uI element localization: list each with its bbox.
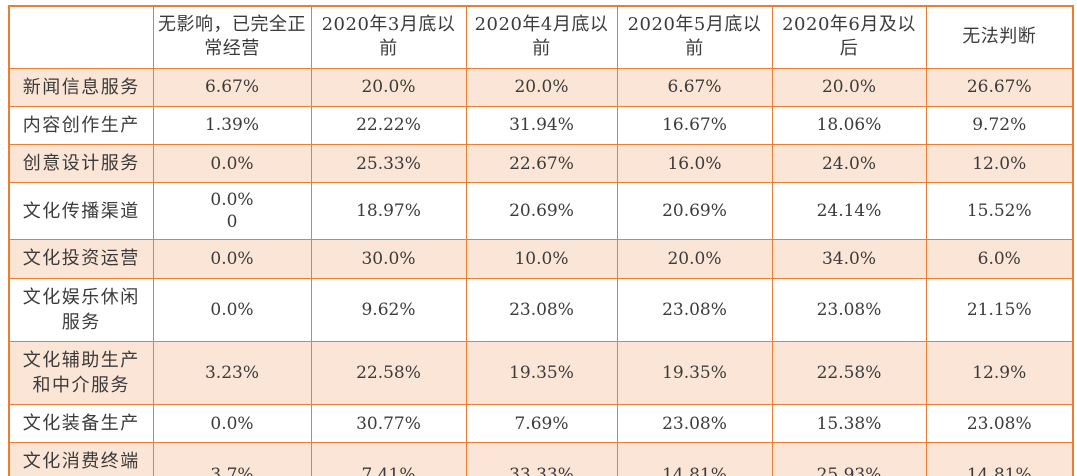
row-label: 文化消费终端生产 [8, 442, 154, 476]
value-cell: 0.0% [152, 404, 312, 444]
value-cell: 14.81% [616, 442, 773, 476]
table-row: 文化传播渠道 0.0% 0 18.97% 20.69% 20.69% 24.14% 15.5… [8, 182, 1074, 241]
value-cell: 19.35% [616, 340, 773, 406]
value-cell: 3.23% [152, 340, 312, 406]
value-cell: 0.0% [152, 143, 312, 184]
table-row: 文化娱乐休闲服务 0.0% 9.62% 23.08% 23.08% 23.08% 21.15… [8, 277, 1074, 342]
value-cell: 25.33% [310, 143, 467, 184]
table-row: 文化投资运营 0.0% 30.0% 10.0% 20.0% 34.0% 6.0% [8, 239, 1074, 279]
row-label: 文化装备生产 [8, 404, 154, 444]
value-cell: 12.0% [925, 143, 1074, 184]
table-row: 新闻信息服务 6.67% 20.0% 20.0% 6.67% 20.0% 26.67% [8, 67, 1074, 107]
value-cell: 34.0% [771, 239, 927, 279]
value-cell: 24.14% [771, 182, 927, 241]
row-label: 文化传播渠道 [8, 182, 154, 241]
value-cell: 16.0% [616, 143, 773, 184]
value-cell: 23.08% [616, 404, 773, 444]
table-row: 文化辅助生产和中介服务 3.23% 22.58% 19.35% 19.35% 22.58%… [8, 340, 1074, 406]
value-cell: 12.9% [925, 340, 1074, 406]
table-row: 创意设计服务 0.0% 25.33% 22.67% 16.0% 24.0% 12.0% [8, 143, 1074, 184]
table-row: 文化装备生产 0.0% 30.77% 7.69% 23.08% 15.38% 23.08% [8, 404, 1074, 444]
column-header: 2020年6月及以后 [771, 5, 927, 69]
column-header: 2020年3月底以前 [310, 5, 467, 69]
value-cell: 15.38% [771, 404, 927, 444]
value-cell: 25.93% [771, 442, 927, 476]
value-cell: 9.62% [310, 277, 467, 342]
corner-header-cell [8, 5, 154, 69]
value-cell: 1.39% [152, 105, 312, 145]
value-cell: 9.72% [925, 105, 1074, 145]
table-body: 新闻信息服务 6.67% 20.0% 20.0% 6.67% 20.0% 26.67% 内容创… [8, 67, 1074, 476]
value-cell: 23.08% [616, 277, 773, 342]
value-cell: 23.08% [465, 277, 618, 342]
table-row: 内容创作生产 1.39% 22.22% 31.94% 16.67% 18.06% 9.72% [8, 105, 1074, 145]
value-cell: 18.06% [771, 105, 927, 145]
value-cell: 0.0% [152, 277, 312, 342]
value-cell: 20.0% [616, 239, 773, 279]
value-cell: 20.0% [465, 67, 618, 107]
resumption-survey-table: 无影响，已完全正常经营 2020年3月底以前 2020年4月底以前 2020年5月底以… [8, 5, 1074, 476]
value-cell: 6.67% [152, 67, 312, 107]
column-header: 2020年4月底以前 [465, 5, 618, 69]
value-cell: 20.0% [310, 67, 467, 107]
value-cell: 33.33% [465, 442, 618, 476]
value-cell: 22.58% [310, 340, 467, 406]
value-cell: 22.67% [465, 143, 618, 184]
value-cell: 0.0% [152, 239, 312, 279]
value-cell: 6.67% [616, 67, 773, 107]
value-cell: 22.22% [310, 105, 467, 145]
row-label: 文化辅助生产和中介服务 [8, 340, 154, 406]
value-cell: 18.97% [310, 182, 467, 241]
value-cell: 21.15% [925, 277, 1074, 342]
row-label: 文化投资运营 [8, 239, 154, 279]
table-header-row: 无影响，已完全正常经营 2020年3月底以前 2020年4月底以前 2020年5月底以… [8, 5, 1074, 69]
value-cell: 7.41% [310, 442, 467, 476]
column-header: 2020年5月底以前 [616, 5, 773, 69]
value-cell: 3.7% [152, 442, 312, 476]
value-cell: 20.69% [465, 182, 618, 241]
value-cell: 24.0% [771, 143, 927, 184]
table-row: 文化消费终端生产3.7%7.41%33.33%14.81%25.93%14.81… [8, 442, 1074, 476]
value-cell: 20.0% [771, 67, 927, 107]
value-cell: 16.67% [616, 105, 773, 145]
value-cell: 22.58% [771, 340, 927, 406]
value-cell: 19.35% [465, 340, 618, 406]
row-label: 内容创作生产 [8, 105, 154, 145]
value-cell: 31.94% [465, 105, 618, 145]
value-cell: 20.69% [616, 182, 773, 241]
value-cell: 15.52% [925, 182, 1074, 241]
row-label: 创意设计服务 [8, 143, 154, 184]
row-label: 文化娱乐休闲服务 [8, 277, 154, 342]
value-cell: 0.0% 0 [152, 182, 312, 241]
value-cell: 6.0% [925, 239, 1074, 279]
value-cell: 14.81% [925, 442, 1074, 476]
column-header: 无影响，已完全正常经营 [152, 5, 312, 69]
value-cell: 7.69% [465, 404, 618, 444]
table-header: 无影响，已完全正常经营 2020年3月底以前 2020年4月底以前 2020年5月底以… [8, 5, 1074, 69]
value-cell: 26.67% [925, 67, 1074, 107]
value-cell: 23.08% [771, 277, 927, 342]
value-cell: 10.0% [465, 239, 618, 279]
row-label: 新闻信息服务 [8, 67, 154, 107]
value-cell: 30.0% [310, 239, 467, 279]
column-header: 无法判断 [925, 5, 1074, 69]
value-cell: 23.08% [925, 404, 1074, 444]
value-cell: 30.77% [310, 404, 467, 444]
